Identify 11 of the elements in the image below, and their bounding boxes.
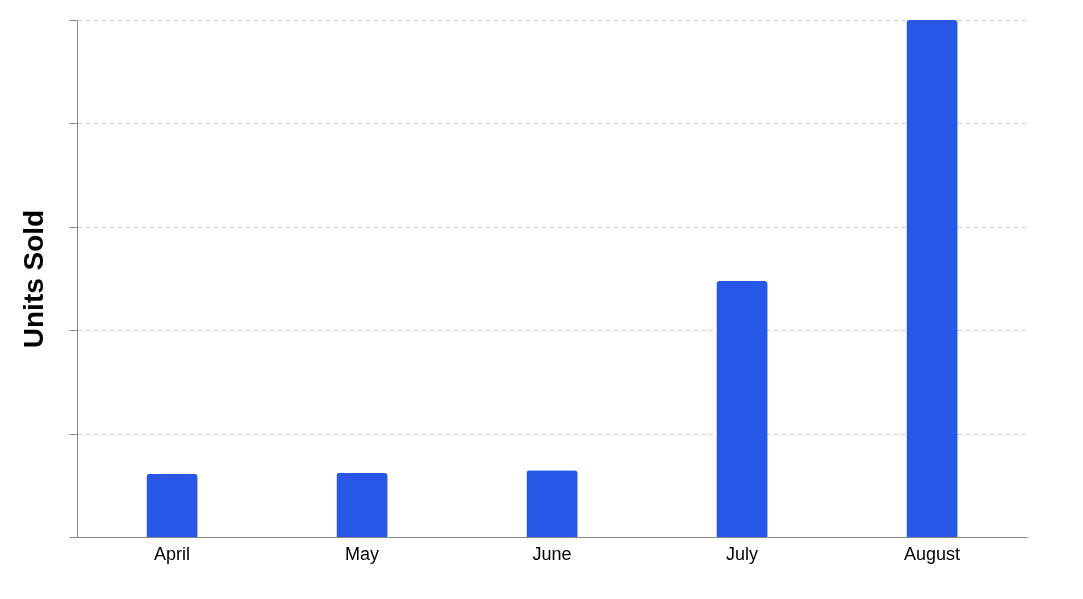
y-axis-title: Units Sold bbox=[18, 209, 49, 349]
x-tick-label: April bbox=[153, 543, 191, 564]
x-tick-label: May bbox=[344, 543, 380, 564]
bar bbox=[146, 473, 198, 537]
bar bbox=[716, 281, 768, 537]
bar bbox=[526, 470, 578, 537]
bar bbox=[906, 20, 958, 537]
x-tick-label: June bbox=[532, 543, 572, 564]
x-tick-label: August bbox=[903, 543, 961, 564]
x-tick-label: July bbox=[725, 543, 759, 564]
bar bbox=[336, 472, 388, 537]
